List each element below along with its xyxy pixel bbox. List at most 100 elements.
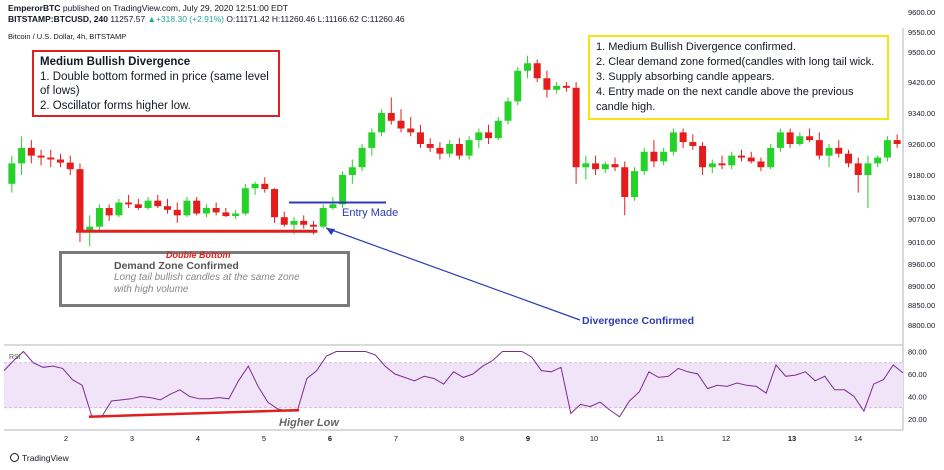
confirmation-note-line-1: 1. Medium Bullish Divergence confirmed. [596,41,796,53]
time-tick-label: 14 [854,434,862,443]
candle-body [757,161,765,168]
author-name[interactable]: EmperorBTC [8,3,61,13]
candle-body [319,208,327,227]
confirmation-note-line-4: 4. Entry made on the next candle above t… [596,86,854,113]
candle-body [806,136,814,141]
candle-body [786,132,794,144]
candle-body [271,189,279,218]
candle-body [300,220,308,225]
candle-body [37,155,45,158]
divergence-confirmed-label: Divergence Confirmed [582,315,695,327]
candle-body [309,224,317,227]
candle-body [767,147,775,168]
candle-body [562,85,570,88]
price-tick-label: 8960.00 [908,260,935,269]
time-tick-label: 4 [196,434,200,443]
price-tick-label: 9420.00 [908,78,935,87]
tradingview-logo[interactable]: TradingView [10,453,69,463]
candle-body [883,140,891,158]
price-tick-label: 9600.00 [908,8,935,17]
candle-body [874,157,882,164]
price-tick-label: 9130.00 [908,193,935,202]
confirmation-note-line-2: 2. Clear demand zone formed(candles with… [596,56,875,68]
candle-body [261,183,269,190]
candle-body [630,171,638,197]
rsi-tick-label: 80.00 [908,348,927,357]
candle-body [864,163,872,175]
demand-zone-title: Demand Zone Confirmed [114,260,239,272]
candle-body [523,63,531,71]
divergence-note-box: Medium Bullish Divergence 1. Double bott… [32,50,280,117]
price-tick-label: 9260.00 [908,140,935,149]
double-bottom-label: Double Bottom [166,250,231,260]
rsi-tick-label: 60.00 [908,370,927,379]
time-tick-label: 3 [130,434,134,443]
price-tick-label: 9340.00 [908,109,935,118]
tradingview-logo-icon [10,453,19,462]
candle-body [387,113,395,121]
rsi-line [3,350,904,418]
candle-body [76,169,84,231]
published-text: published on TradingView.com, July 29, 2… [62,3,289,13]
rsi-tick-label: 40.00 [908,393,927,402]
demand-zone-line-2: with high volume [114,284,189,295]
demand-zone-box: Demand Zone Confirmed Long tail bullish … [59,251,350,307]
candle-body [290,220,298,225]
symbol-name: BITSTAMP:BTCUSD, 240 [8,14,108,24]
candle-body [611,164,619,168]
candle-body [844,153,852,164]
candle-body [144,200,152,208]
candle-body [66,162,74,170]
candle-body [339,175,347,205]
time-tick-label: 13 [788,434,796,443]
price-tick-label: 9500.00 [908,48,935,57]
candle-body [27,147,35,156]
candle-body [650,151,658,162]
time-tick-label: 5 [262,434,266,443]
candle-body [747,157,755,162]
candle-body [134,204,142,208]
candle-body [47,157,55,160]
candle-body [796,136,804,144]
candle-body [601,164,609,170]
last-price: 11257.57 [110,14,146,24]
time-tick-label: 6 [328,434,332,443]
divergence-arrow [325,227,581,321]
divergence-arrow-head [326,228,336,235]
time-tick-label: 10 [590,434,598,443]
price-tick-label: 9070.00 [908,215,935,224]
candle-body [212,208,220,213]
divergence-note-line-1: 1. Double bottom formed in price (same l… [40,70,269,98]
price-tick-label: 9180.00 [908,171,935,180]
candle-body [407,128,415,133]
confirmation-note-line-3: 3. Supply absorbing candle appears. [596,71,775,83]
candle-body [18,147,26,164]
rsi-tick-label: 20.00 [908,415,927,424]
candle-body [154,200,162,207]
higher-low-line [88,408,300,418]
candle-body [582,163,590,168]
candle-body [86,226,94,231]
candle-body [728,155,736,166]
candle-body [329,204,337,208]
candle-body [378,113,386,133]
publish-header: EmperorBTC published on TradingView.com,… [8,3,288,13]
candle-body [465,140,473,156]
candle-body [621,167,629,197]
candle-body [504,101,512,121]
divergence-note-title: Medium Bullish Divergence [40,56,191,68]
candle-body [280,217,288,225]
candle-body [494,120,502,139]
entry-made-label: Entry Made [342,207,399,219]
candle-body [640,151,648,172]
candle-body [115,202,123,216]
candle-body [105,208,113,216]
candle-body [397,120,405,129]
candle-body [436,147,444,154]
candle-body [815,140,823,156]
tradingview-logo-text: TradingView [22,453,69,463]
candle-body [679,132,687,143]
price-tick-label: 8850.00 [908,301,935,310]
candle-body [553,85,561,90]
